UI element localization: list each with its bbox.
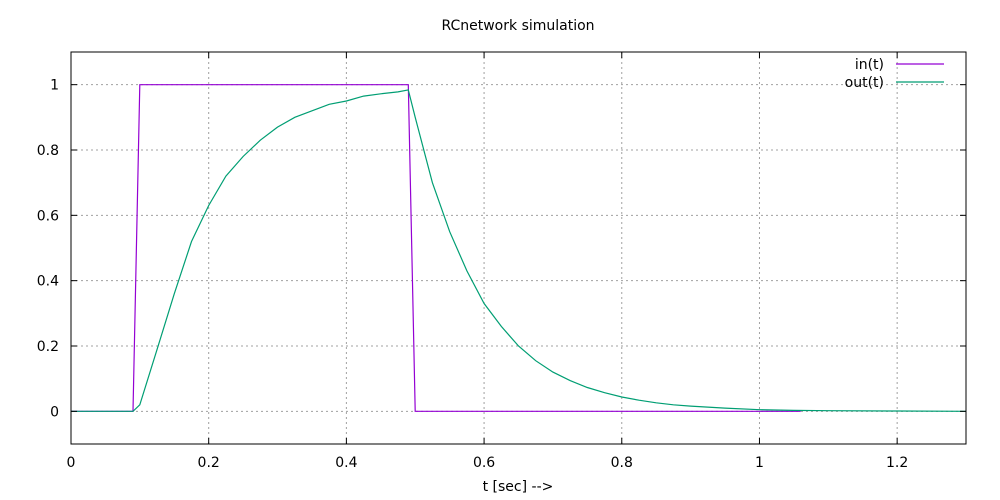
y-tick-label: 1 [50,78,59,94]
y-tick-label: 0 [50,404,59,420]
plot-frame [70,51,967,445]
x-axis-label: t [sec] --> [483,479,554,495]
series-line-out [71,89,967,412]
legend-label: out(t) [845,75,884,91]
y-tick-label: 0.8 [37,143,59,159]
y-tick-label: 0.2 [37,339,59,355]
chart-title: RCnetwork simulation [441,18,594,34]
x-tick-label: 1.2 [886,455,908,471]
legend-label: in(t) [855,57,884,73]
y-tick-label: 0.4 [37,274,59,290]
x-tick-label: 0 [67,455,76,471]
axis-ticks: 0 0.2 0.4 0.6 0.8 1 1.2 0 0.2 0.4 0.6 0.8 1 [37,52,966,471]
grid-lines [71,52,966,444]
series-line-in [71,84,801,412]
series-layer [71,84,967,412]
x-tick-label: 0.2 [198,455,220,471]
y-tick-label: 0.6 [37,208,59,224]
legend: in(t) out(t) [845,57,944,91]
x-tick-label: 0.4 [335,455,357,471]
x-tick-label: 0.8 [611,455,633,471]
x-tick-label: 0.6 [473,455,495,471]
x-tick-label: 1 [755,455,764,471]
